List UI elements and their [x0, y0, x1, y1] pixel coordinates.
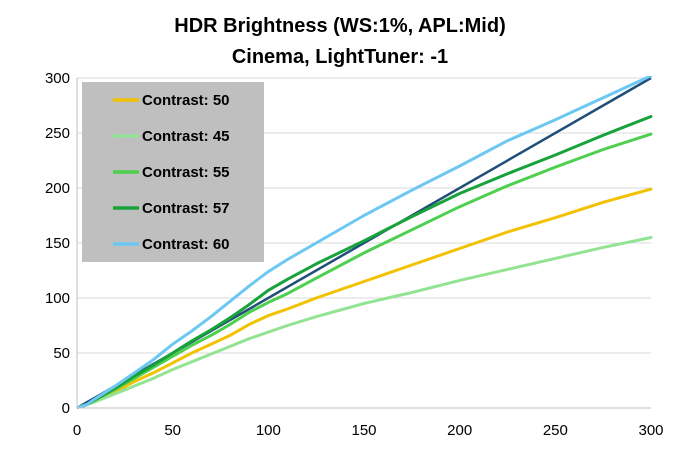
y-tick-label-250: 250 — [45, 125, 70, 142]
x-tick-label-100: 100 — [256, 422, 281, 439]
legend-label-1: Contrast: 50 — [142, 92, 230, 109]
x-tick-label-0: 0 — [73, 422, 81, 439]
series-layer — [77, 76, 653, 408]
y-tick-label-300: 300 — [45, 70, 70, 87]
legend: Contrast: 50 Contrast: 45 Contrast: 55 Cont… — [82, 82, 264, 262]
series-line-5 — [77, 76, 653, 408]
tick-labels: 0 50 100 150 200 250 300 0 50 100 150 200 250 300 — [45, 70, 664, 439]
axis-layer — [76, 78, 651, 409]
x-tick-label-250: 250 — [543, 422, 568, 439]
y-tick-label-50: 50 — [53, 345, 70, 362]
x-tick-label-300: 300 — [638, 422, 663, 439]
x-tick-label-200: 200 — [447, 422, 472, 439]
legend-label-3: Contrast: 55 — [142, 164, 230, 181]
chart-title: HDR Brightness (WS:1%, APL:Mid) — [174, 15, 505, 37]
series-line-2 — [77, 236, 653, 408]
legend-label-2: Contrast: 45 — [142, 128, 230, 145]
y-tick-label-150: 150 — [45, 235, 70, 252]
legend-label-4: Contrast: 57 — [142, 200, 230, 217]
x-tick-label-150: 150 — [351, 422, 376, 439]
y-tick-label-0: 0 — [62, 400, 70, 417]
chart-subtitle: Cinema, LightTuner: -1 — [232, 46, 448, 68]
x-tick-label-50: 50 — [164, 422, 181, 439]
series-line-4 — [77, 115, 653, 408]
legend-box — [82, 82, 264, 262]
y-tick-label-200: 200 — [45, 180, 70, 197]
legend-label-5: Contrast: 60 — [142, 236, 230, 253]
y-tick-label-100: 100 — [45, 290, 70, 307]
series-line-1 — [77, 187, 653, 408]
